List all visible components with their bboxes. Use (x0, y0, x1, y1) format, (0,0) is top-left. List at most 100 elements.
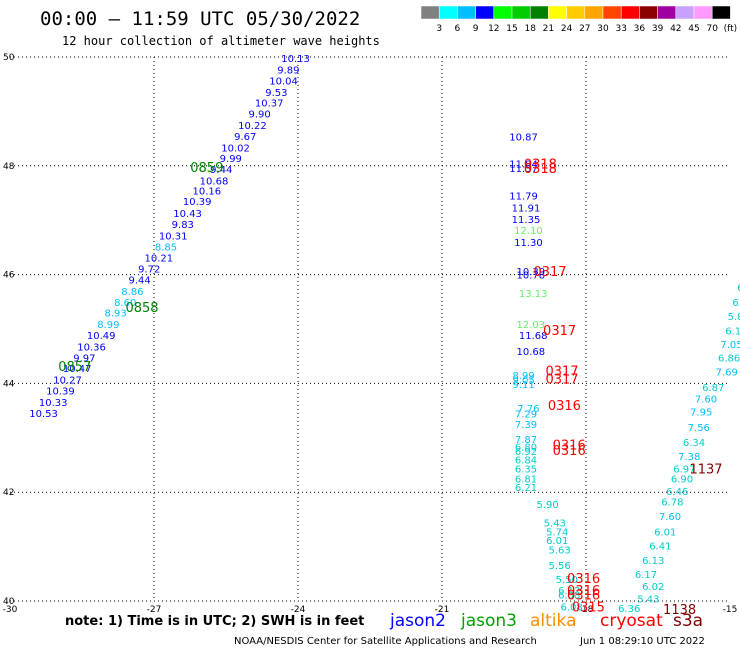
pass-time-label: 1137 (689, 462, 722, 477)
wave-height-label: 6.11 (725, 327, 740, 338)
wave-height-label: 10.16 (192, 186, 221, 197)
wave-height-label: 8.85 (155, 242, 177, 253)
wave-height-label: 9.05 (512, 376, 534, 387)
wave-height-label: 10.36 (77, 342, 106, 353)
colorbar-swatch (657, 5, 677, 20)
wave-height-label: 6.46 (666, 487, 688, 498)
pass-time-label: 0317 (543, 324, 576, 339)
colorbar-swatch (675, 5, 695, 20)
wave-height-label: 6.5 (737, 283, 740, 294)
wave-height-label: 7.56 (688, 423, 710, 434)
wave-height-label: 7.05 (720, 340, 740, 351)
colorbar-swatch (711, 5, 731, 20)
wave-height-label: 6.21 (515, 483, 537, 494)
wave-height-label: 6.41 (649, 542, 671, 553)
wave-height-label: 8.60 (114, 298, 136, 309)
wave-height-label: 9.44 (128, 275, 150, 286)
pass-time-label: 1138 (663, 603, 696, 618)
pass-time-label: 0858 (125, 301, 158, 316)
pass-time-label: 0316 (567, 584, 600, 599)
wave-height-label: 10.43 (173, 209, 202, 220)
wave-height-label: 6.13 (642, 556, 664, 567)
colorbar-swatch (548, 5, 567, 20)
colorbar-label: 39 (652, 24, 664, 34)
colorbar-label: 30 (597, 24, 609, 34)
page-subtitle: 12 hour collection of altimeter wave hei… (62, 34, 380, 48)
pass-time-label: 0315 (572, 600, 605, 615)
wave-height-label: 9.53 (265, 88, 287, 99)
wave-height-label: 7.60 (659, 512, 681, 523)
pass-time-label: 0317 (545, 364, 578, 379)
page-title: 00:00 – 11:59 UTC 05/30/2022 (40, 8, 360, 30)
wave-height-label: 10.87 (509, 132, 538, 143)
wave-height-label: 8.86 (121, 287, 143, 298)
wave-height-label: 10.31 (159, 231, 188, 242)
wave-height-label: 11.91 (512, 204, 541, 215)
colorbar-swatch (584, 5, 604, 20)
wave-height-label: 10.39 (183, 197, 212, 208)
wave-height-label: 5.90 (536, 500, 558, 511)
y-tick-label: 40 (3, 597, 15, 607)
satellite-legend: jason2 jason3 altika cryosat s3a (389, 611, 703, 631)
wave-height-label: 6.12 (558, 586, 580, 597)
wave-height-label: 6.01 (546, 536, 568, 547)
wave-height-label: 6.88 (732, 298, 740, 309)
wave-height-label: 5.74 (546, 527, 568, 538)
colorbar-label: 21 (543, 24, 554, 34)
wave-height-label: 10.47 (63, 364, 92, 375)
colorbar-swatch (529, 5, 549, 20)
footer-credit: NOAA/NESDIS Center for Satellite Applica… (234, 636, 537, 647)
pass-time-label: 0318 (524, 162, 557, 177)
wave-height-label: 10.78 (516, 271, 545, 282)
wave-height-label: 11.35 (512, 215, 541, 226)
axis-tick-labels: -30 -27 -24 -21 -18 -15 40 42 44 46 48 50 (3, 53, 738, 615)
wave-height-label: 11.68 (519, 331, 548, 342)
colorbar-label: 36 (634, 24, 646, 34)
wave-height-labels: 10.139.8910.049.5310.379.9010.229.6710.0… (29, 54, 740, 615)
wave-height-label: 9.11 (512, 380, 534, 391)
pass-time-label: 0316 (567, 588, 600, 603)
wave-height-label: 13.13 (519, 289, 548, 300)
wave-height-label: 6.35 (515, 464, 537, 475)
wave-height-label: 6.92 (515, 447, 537, 458)
wave-height-label: 10.27 (53, 376, 82, 387)
colorbar-swatch (457, 5, 476, 20)
wave-height-label: 10.53 (29, 409, 58, 420)
satellite-legend-item: jason2 (389, 611, 446, 631)
wave-height-label: 7.95 (690, 408, 712, 419)
colorbar-label: 33 (615, 24, 626, 34)
pass-time-label: 0318 (524, 158, 557, 173)
wave-height-label: 6.81 (515, 475, 537, 486)
wave-height-label: 9.99 (220, 154, 242, 165)
colorbar-swatch (602, 5, 622, 20)
wave-height-label: 11.79 (509, 192, 538, 203)
colorbar-swatch (438, 5, 458, 20)
wave-height-label: 10.49 (87, 331, 116, 342)
wave-height-label: 11.57 (509, 164, 538, 175)
wave-height-label: 9.83 (172, 220, 194, 231)
pass-time-label: 0316 (567, 572, 600, 587)
wave-height-label: 5.81 (728, 312, 740, 323)
x-tick-label: -21 (435, 605, 450, 615)
wave-height-label: 10.22 (238, 121, 267, 132)
wave-height-label: 10.37 (255, 99, 284, 110)
wave-height-label: 7.76 (517, 404, 539, 415)
wave-height-label: 6.02 (642, 582, 664, 593)
colorbar-swatch (493, 5, 513, 20)
footer-note: note: 1) Time is in UTC; 2) SWH is in fe… (65, 614, 364, 629)
wave-height-label: 6.36 (618, 604, 640, 615)
wave-height-label: 5.63 (548, 545, 570, 556)
wave-height-label: 6.80 (515, 443, 537, 454)
satellite-legend-item: cryosat (600, 611, 663, 631)
wave-height-label: 6.84 (515, 456, 537, 467)
wave-height-label: 7.87 (515, 435, 537, 446)
pass-time-label: 0316 (548, 399, 581, 414)
grid-lines (10, 56, 730, 602)
wave-height-label: 5.43 (637, 594, 659, 605)
wave-height-label: 9.97 (73, 353, 95, 364)
x-tick-label: -30 (3, 605, 18, 615)
colorbar-swatch (566, 5, 586, 20)
wave-height-label: 6.08 (560, 602, 582, 613)
pass-time-label: 0857 (58, 360, 91, 375)
satellite-legend-item: s3a (673, 611, 703, 631)
